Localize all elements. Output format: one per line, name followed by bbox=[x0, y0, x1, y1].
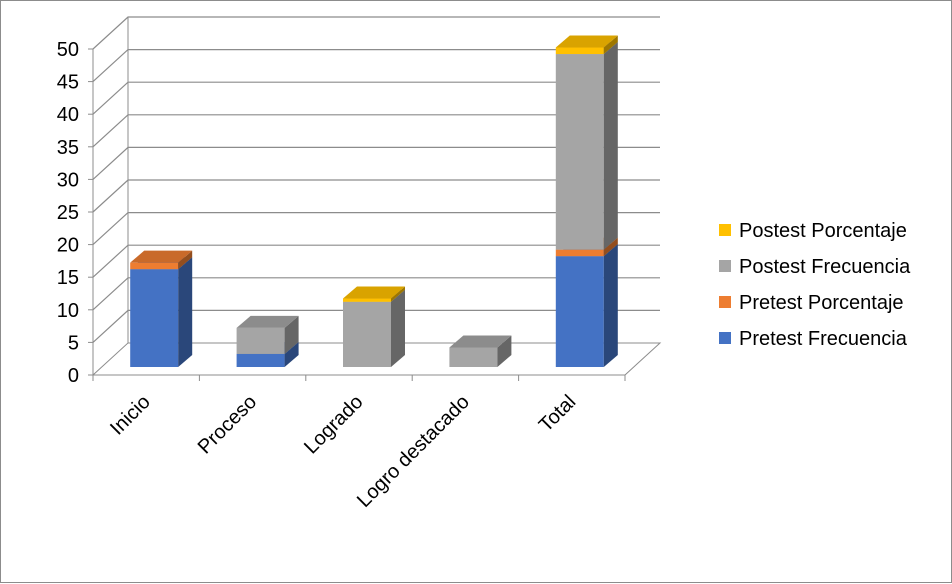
legend-swatch bbox=[719, 224, 731, 236]
gridline bbox=[92, 114, 660, 148]
y-tick-label: 30 bbox=[57, 169, 79, 191]
bar-side bbox=[603, 42, 618, 250]
y-tick-label: 5 bbox=[68, 332, 79, 354]
bar-front bbox=[449, 347, 498, 367]
x-tick-label: Logrado bbox=[300, 391, 367, 458]
legend-label: Postest Frecuencia bbox=[739, 256, 911, 278]
bar-front bbox=[343, 298, 391, 302]
bar-side bbox=[284, 341, 299, 367]
bar-segment bbox=[343, 286, 405, 302]
bar-side bbox=[603, 237, 618, 257]
y-tick-label: 50 bbox=[57, 39, 79, 61]
bars-layer bbox=[130, 35, 618, 367]
legend-label: Postest Porcentaje bbox=[739, 220, 907, 242]
x-tick-label: Inicio bbox=[106, 391, 155, 440]
bar-segment bbox=[130, 250, 193, 270]
bar-front bbox=[236, 353, 285, 367]
bar-side bbox=[391, 286, 405, 302]
x-tick-label: Proceso bbox=[194, 391, 261, 458]
bar-side bbox=[497, 335, 512, 367]
gridline bbox=[92, 81, 660, 115]
bar-front bbox=[343, 301, 391, 367]
y-tick-label: 35 bbox=[57, 137, 79, 159]
bar-top bbox=[343, 286, 405, 299]
bar-front bbox=[555, 256, 604, 367]
bar-top bbox=[449, 335, 512, 348]
bar-front bbox=[130, 262, 179, 270]
bar-top bbox=[236, 315, 299, 328]
x-tick-label: Total bbox=[535, 391, 580, 436]
bar-front bbox=[555, 47, 604, 55]
legend: Postest Porcentaje Postest Frecuencia Pret… bbox=[719, 220, 911, 350]
legend-swatch bbox=[719, 260, 731, 272]
y-tick-label: 15 bbox=[57, 267, 79, 289]
y-tick-label: 20 bbox=[57, 235, 79, 257]
grid-layer bbox=[92, 16, 662, 376]
bar-side bbox=[391, 289, 405, 367]
bar-side bbox=[603, 35, 618, 55]
gridline bbox=[92, 48, 660, 83]
bar-front bbox=[236, 327, 285, 354]
gridline bbox=[92, 16, 660, 50]
bar-side bbox=[284, 315, 299, 354]
y-tick-label: 45 bbox=[57, 72, 79, 94]
legend-swatch bbox=[719, 296, 731, 308]
gridline bbox=[92, 277, 660, 311]
bar-segment bbox=[555, 42, 618, 250]
bar-side bbox=[603, 244, 618, 367]
bar-side bbox=[178, 257, 193, 367]
bar-segment bbox=[236, 315, 299, 354]
bar-segment bbox=[555, 35, 618, 55]
gridline bbox=[92, 244, 660, 278]
bar-side bbox=[178, 250, 193, 270]
bar-segment bbox=[449, 335, 512, 367]
legend-label: Pretest Porcentaje bbox=[739, 292, 904, 314]
bar-top bbox=[130, 250, 193, 263]
bar-segment bbox=[555, 244, 618, 367]
gridline bbox=[92, 309, 660, 343]
y-tick-label: 10 bbox=[57, 300, 79, 322]
bar-segment bbox=[130, 257, 193, 367]
x-tick-label: Logro destacado bbox=[353, 391, 474, 512]
y-tick-label: 0 bbox=[68, 365, 79, 387]
gridline bbox=[92, 146, 660, 180]
bar-front bbox=[555, 249, 604, 257]
y-tick-label: 25 bbox=[57, 202, 79, 224]
bar-front bbox=[130, 269, 179, 367]
bar-front bbox=[555, 54, 604, 250]
gridline bbox=[92, 179, 660, 213]
bar-top bbox=[555, 35, 618, 48]
gridline bbox=[92, 212, 660, 246]
legend-label: Pretest Frecuencia bbox=[739, 328, 908, 350]
legend-swatch bbox=[719, 332, 731, 344]
y-tick-label: 40 bbox=[57, 104, 79, 126]
